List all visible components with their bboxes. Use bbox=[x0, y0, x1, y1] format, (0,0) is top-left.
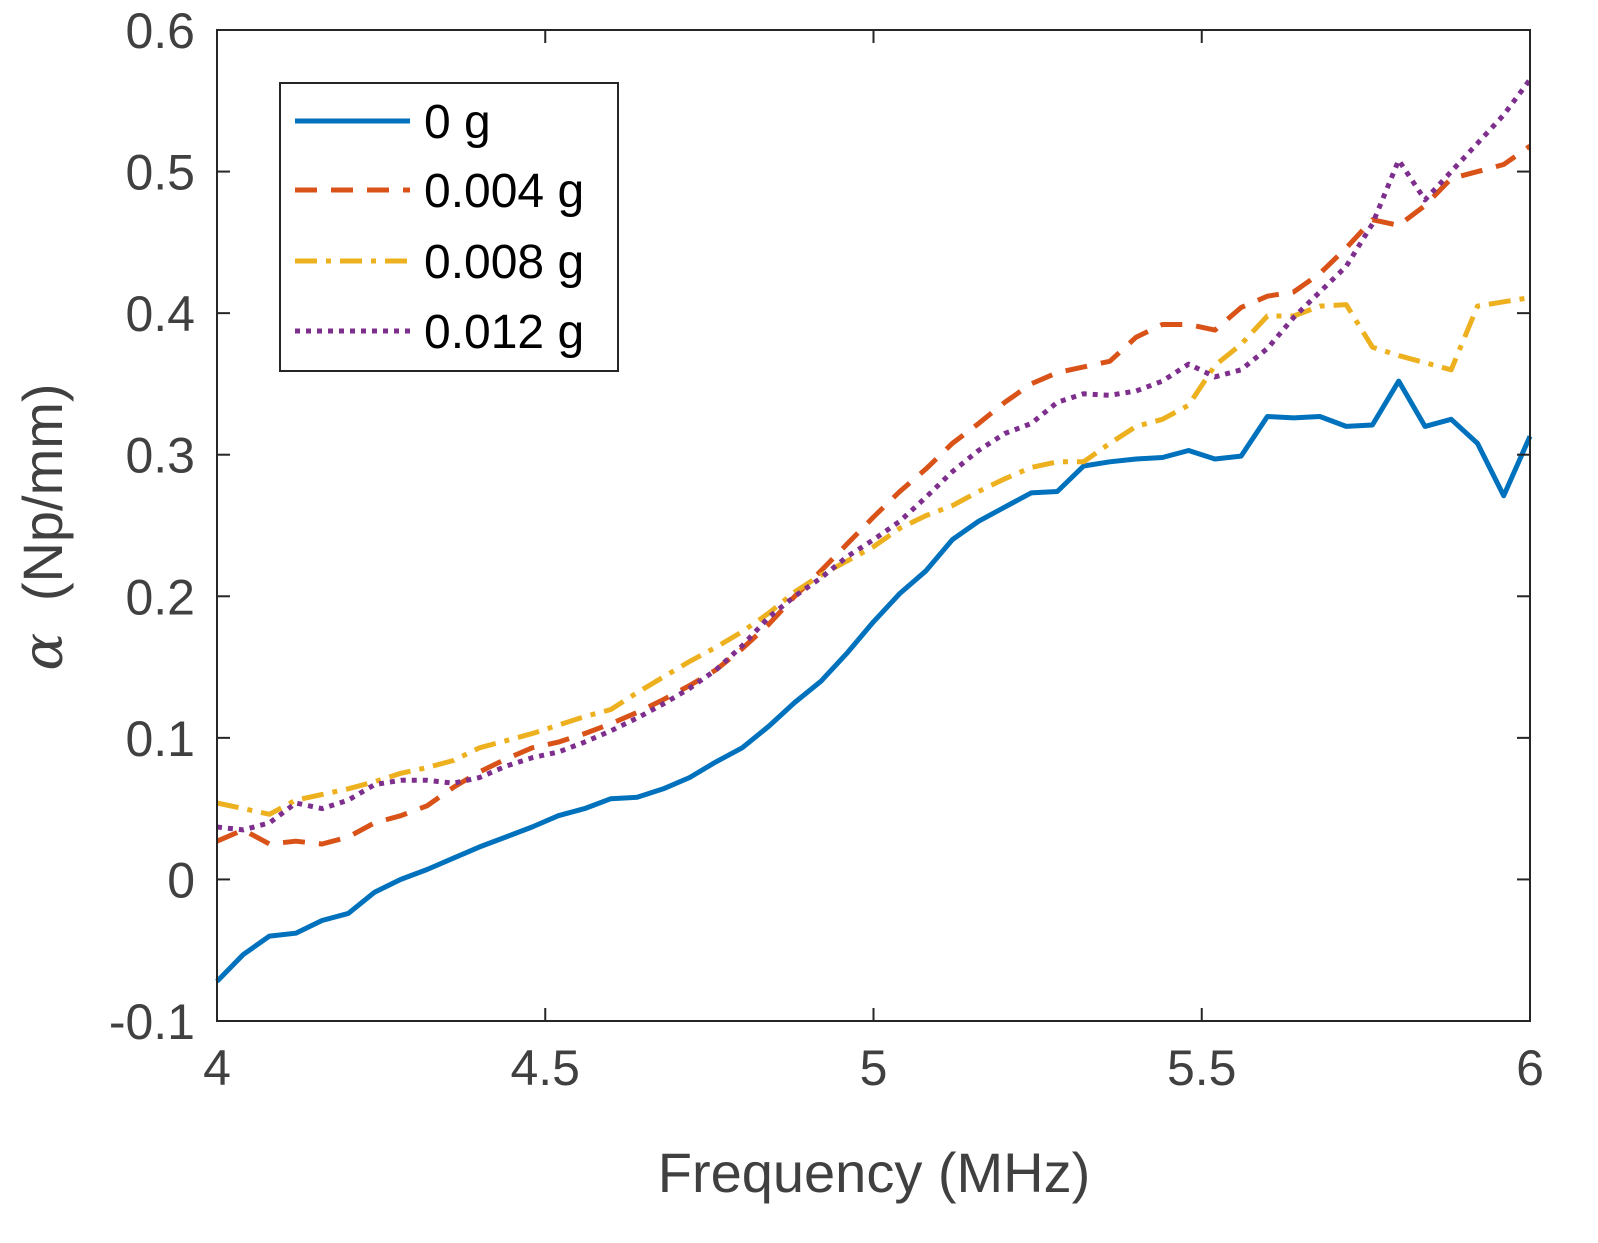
legend-entry: 0.004 g bbox=[295, 165, 584, 218]
x-tick-label: 6 bbox=[1516, 1040, 1544, 1096]
y-axis-ticks: -0.1 0 0.1 0.2 0.3 0.4 0.5 0.6 bbox=[109, 3, 1530, 1050]
legend-entry: 0.008 g bbox=[295, 236, 584, 289]
legend-label: 0.004 g bbox=[424, 165, 584, 218]
y-axis-label: α (Np/mm) bbox=[11, 383, 76, 670]
y-axis-symbol: α bbox=[11, 633, 76, 671]
y-tick-label: -0.1 bbox=[109, 994, 195, 1050]
legend-box bbox=[279, 82, 619, 372]
legend-entry: 0.012 g bbox=[295, 306, 584, 359]
legend-entry: 0 g bbox=[295, 96, 491, 149]
y-tick-label: 0 bbox=[167, 852, 195, 908]
x-tick-label: 5.5 bbox=[1167, 1040, 1237, 1096]
y-tick-label: 0.4 bbox=[125, 286, 195, 342]
x-axis-label: Frequency (MHz) bbox=[658, 1141, 1091, 1204]
series-line-0-g bbox=[215, 378, 1533, 984]
series-layer bbox=[215, 78, 1533, 984]
x-tick-label: 4.5 bbox=[510, 1040, 580, 1096]
series-line-0-004-g bbox=[216, 144, 1532, 847]
x-tick-label: 5 bbox=[860, 1040, 888, 1096]
x-axis-ticks: 4 4.5 5 5.5 6 bbox=[203, 30, 1544, 1096]
y-tick-label: 0.6 bbox=[125, 3, 195, 59]
y-tick-label: 0.5 bbox=[125, 145, 195, 201]
series-line-0-008-g bbox=[216, 295, 1531, 817]
y-tick-label: 0.3 bbox=[125, 428, 195, 484]
series-line-0-012-g bbox=[216, 78, 1533, 833]
y-tick-label: 0.1 bbox=[125, 711, 195, 767]
x-tick-label: 4 bbox=[203, 1040, 231, 1096]
legend-label: 0.008 g bbox=[424, 236, 584, 289]
svg-text:α (Np/mm): α (Np/mm) bbox=[11, 383, 76, 670]
y-tick-label: 0.2 bbox=[125, 569, 195, 625]
legend-label: 0.012 g bbox=[424, 306, 584, 359]
legend-label: 0 g bbox=[424, 96, 491, 149]
legend: 0 g 0.004 g 0.008 g 0.012 g bbox=[279, 82, 619, 372]
y-axis-units: (Np/mm) bbox=[11, 383, 74, 601]
